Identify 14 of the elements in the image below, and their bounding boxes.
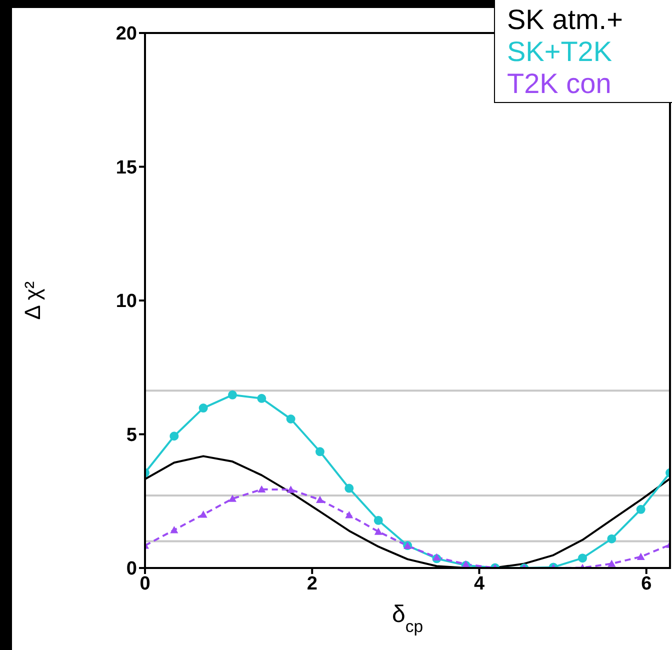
x-tick-label: 4 [474, 573, 485, 594]
x-tick-label: 0 [140, 573, 150, 594]
y-tick-label: 10 [116, 291, 137, 312]
y-axis-title: Δ χ² [20, 281, 45, 320]
y-tick-label: 0 [126, 558, 137, 580]
text: T2K con [507, 68, 612, 100]
x-axis-title: δ$_{cp}$ [392, 601, 424, 636]
y-tick-label: 20 [116, 24, 137, 45]
y-tick-label: 15 [116, 157, 138, 178]
text: SK+T2K [507, 36, 614, 68]
x-tick-label: 6 [641, 573, 652, 594]
text: SK atm.+ [507, 4, 624, 36]
y-tick-label: 5 [126, 424, 138, 446]
x-tick-label: 2 [306, 573, 318, 594]
